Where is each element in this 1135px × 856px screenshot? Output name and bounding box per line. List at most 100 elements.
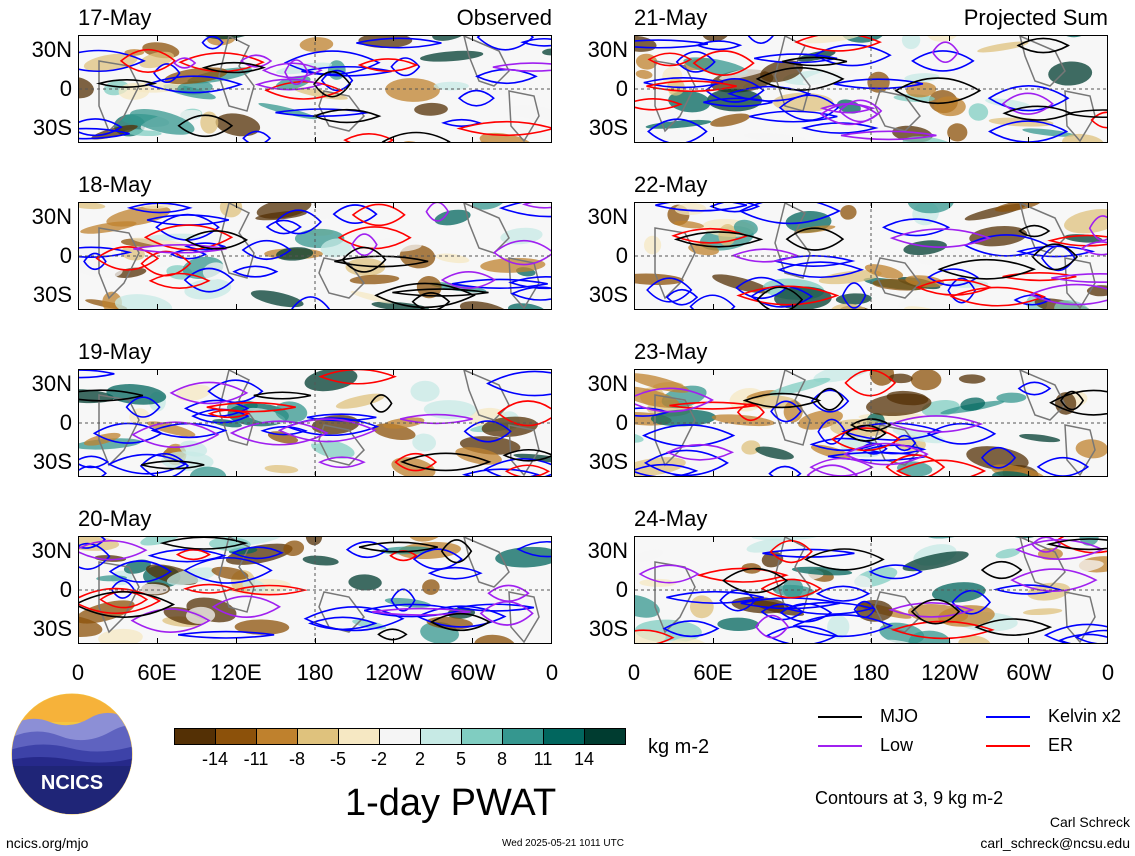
lon-label: 0	[627, 660, 641, 685]
colorbar-swatch	[584, 728, 626, 745]
colorbar-tick-label: 5	[455, 749, 466, 769]
legend-label: Low	[880, 735, 914, 755]
colorbar-tick-label: 8	[496, 749, 507, 769]
lon-label: 60E	[693, 660, 733, 685]
footer-email[interactable]: carl_schreck@ncsu.edu	[980, 835, 1130, 851]
colorbar-tick-label: -5	[329, 749, 346, 769]
coastline	[874, 257, 921, 299]
panel-date: 18-May	[78, 172, 152, 197]
lon-label: 0	[545, 660, 559, 685]
contours-note: Contours at 3, 9 kg m-2	[815, 788, 1004, 808]
legend-label: MJO	[880, 706, 918, 726]
colorbar-units: kg m-2	[648, 736, 710, 758]
legend-line-3	[986, 745, 1030, 747]
lat-label: 30S	[32, 115, 72, 140]
lat-label: 0	[59, 243, 72, 268]
lat-label: 0	[615, 243, 628, 268]
map-panel-left-3	[78, 369, 552, 477]
lat-label: 30N	[587, 204, 628, 229]
coastline	[508, 424, 540, 476]
lat-label: 30N	[31, 37, 72, 62]
lat-label: 0	[615, 76, 628, 101]
coastline	[463, 537, 510, 588]
coastline	[98, 227, 140, 300]
coastline	[218, 370, 255, 446]
coastline	[874, 591, 921, 633]
coastline	[654, 561, 696, 634]
coastline	[1064, 591, 1096, 643]
lon-label: 180	[852, 660, 890, 685]
coastline	[318, 257, 365, 299]
legend-label: ER	[1048, 735, 1074, 755]
lat-label: 30N	[31, 204, 72, 229]
lon-label: 60E	[137, 660, 177, 685]
coastline	[463, 370, 510, 421]
coastline	[218, 36, 255, 112]
coastline	[1064, 424, 1096, 476]
colorbar-swatch	[338, 728, 380, 745]
lon-label: 120W	[921, 660, 979, 685]
lat-label: 30S	[32, 282, 72, 307]
footer-author: Carl Schreck	[1049, 814, 1130, 830]
lat-label: 30S	[32, 449, 72, 474]
lat-label: 30S	[32, 616, 72, 641]
lat-label: 30S	[588, 616, 628, 641]
legend-label: Kelvin x2	[1048, 706, 1122, 726]
lat-label: 30N	[31, 371, 72, 396]
lat-label: 30S	[588, 449, 628, 474]
map-panel-right-1	[634, 35, 1108, 143]
lon-label: 120E	[210, 660, 262, 685]
coastline	[318, 591, 365, 633]
map-panel-right-2	[634, 202, 1108, 310]
lon-label: 120W	[365, 660, 423, 685]
lon-label: 0	[71, 660, 85, 685]
panel-heading: Projected Sum	[963, 5, 1108, 30]
coastline	[1019, 203, 1066, 254]
lat-label: 30S	[588, 282, 628, 307]
lon-label: 0	[1101, 660, 1115, 685]
lat-label: 0	[615, 577, 628, 602]
colorbar-swatch	[379, 728, 421, 745]
panel-date: 24-May	[634, 506, 708, 531]
legend-line-0	[818, 716, 862, 718]
panel-heading: Observed	[456, 5, 552, 30]
colorbar-tick-label: -11	[243, 749, 269, 769]
coastline	[463, 36, 510, 87]
plot-title: 1-day PWAT	[345, 782, 557, 824]
panel-date: 23-May	[634, 339, 708, 364]
colorbar-swatch	[461, 728, 503, 745]
lat-label: 0	[59, 76, 72, 101]
coastline	[774, 370, 811, 446]
coastline	[508, 591, 540, 643]
panel-date: 17-May	[78, 5, 152, 30]
coastline	[774, 36, 811, 112]
footer-timestamp: Wed 2025-05-21 1011 UTC	[502, 838, 624, 849]
coastline	[1019, 370, 1066, 421]
lat-label: 0	[59, 577, 72, 602]
panel-date: 21-May	[634, 5, 708, 30]
lon-label: 120E	[766, 660, 818, 685]
coastline	[654, 227, 696, 300]
lat-label: 30N	[587, 538, 628, 563]
map-panel-left-1	[78, 35, 552, 143]
legend-line-1	[986, 716, 1030, 718]
logo-text: NCICS	[41, 772, 103, 794]
coastline	[98, 394, 140, 467]
map-panel-right-4	[634, 536, 1108, 644]
lat-label: 30N	[587, 371, 628, 396]
colorbar-swatch	[174, 728, 216, 745]
lon-label: 60W	[1006, 660, 1052, 685]
coastline	[318, 424, 365, 466]
colorbar-tick-label: 2	[414, 749, 425, 769]
coastline	[508, 90, 540, 142]
colorbar-tick-label: -14	[201, 749, 228, 769]
colorbar-tick-label: -8	[288, 749, 305, 769]
map-panel-left-2	[78, 202, 552, 310]
panel-date: 20-May	[78, 506, 152, 531]
coastline	[654, 60, 696, 133]
colorbar-swatch	[502, 728, 544, 745]
footer-url[interactable]: ncics.org/mjo	[6, 835, 89, 851]
map-panel-right-3	[634, 369, 1108, 477]
lat-label: 0	[59, 410, 72, 435]
colorbar-swatch	[256, 728, 298, 745]
